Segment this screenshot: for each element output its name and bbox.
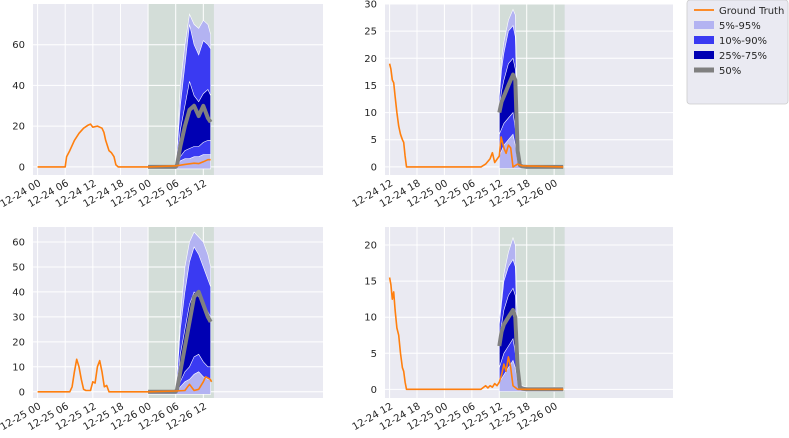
ground-truth-line [388, 63, 564, 168]
legend-label-25-75: 25%-75% [719, 51, 767, 62]
y-tick-label: 25 [364, 27, 377, 38]
ground-truth-line [37, 358, 213, 393]
y-tick-label: 5 [371, 349, 377, 360]
y-tick-label: 60 [12, 237, 25, 248]
y-tick-label: 0 [371, 385, 377, 396]
y-tick-label: 20 [364, 241, 377, 252]
y-tick-label: 50 [12, 262, 25, 273]
legend-label-10-90: 10%-90% [719, 36, 767, 47]
legend-label-median: 50% [719, 66, 741, 77]
median-line [148, 103, 213, 169]
y-tick-label: 15 [364, 81, 377, 92]
ground-truth-line [388, 277, 564, 391]
y-tick-label: 0 [371, 162, 377, 173]
legend: Ground Truth 5%-95% 10%-90% 25%-75% 50% [686, 0, 789, 105]
plot-marks [388, 236, 564, 392]
y-tick-label: 20 [364, 54, 377, 65]
y-tick-label: 40 [12, 81, 25, 92]
y-tick-label: 0 [19, 387, 25, 398]
plot-marks [37, 231, 213, 395]
y-tick-label: 5 [371, 135, 377, 146]
legend-swatch-10-90 [694, 36, 714, 44]
plot-marks [37, 13, 213, 170]
legend-label-ground-truth: Ground Truth [719, 6, 784, 17]
y-tick-label: 30 [12, 312, 25, 323]
y-tick-label: 10 [364, 108, 377, 119]
legend-swatch-25-75 [694, 51, 714, 59]
legend-label-5-95: 5%-95% [719, 21, 761, 32]
y-tick-label: 20 [12, 122, 25, 133]
y-tick-label: 10 [364, 313, 377, 324]
y-tick-label: 40 [12, 287, 25, 298]
y-tick-label: 60 [12, 40, 25, 51]
ground-truth-line [37, 123, 211, 168]
y-tick-label: 20 [12, 337, 25, 348]
plot-marks [388, 8, 564, 169]
y-tick-label: 10 [12, 362, 25, 373]
y-tick-label: 0 [19, 162, 25, 173]
y-tick-label: 15 [364, 277, 377, 288]
legend-swatch-5-95 [694, 21, 714, 29]
y-tick-label: 30 [364, 0, 377, 11]
